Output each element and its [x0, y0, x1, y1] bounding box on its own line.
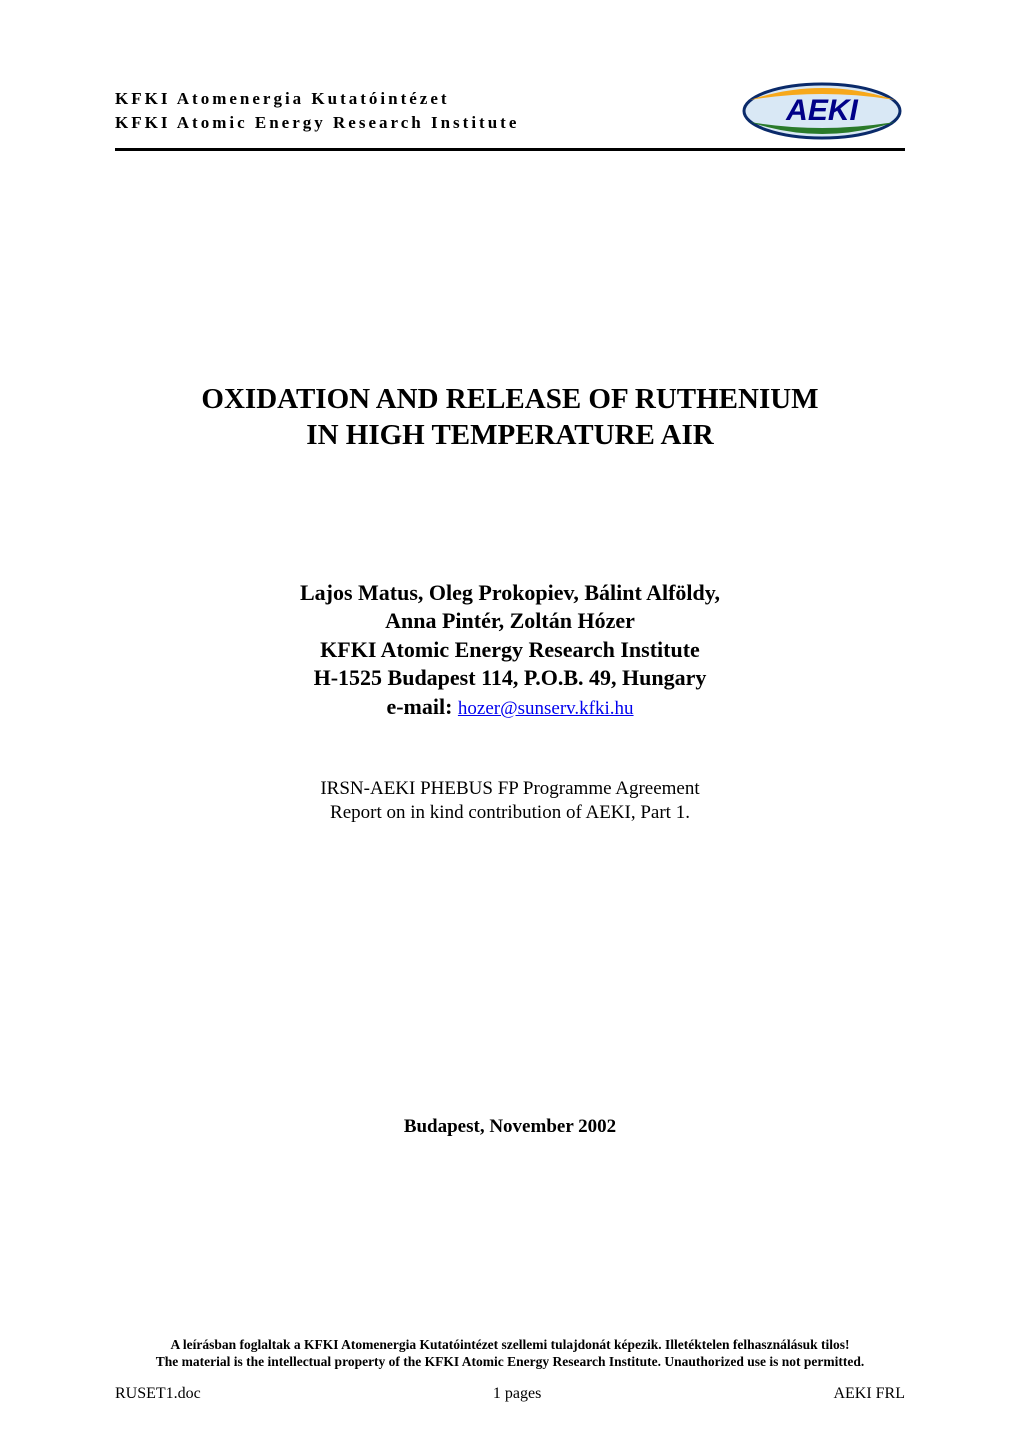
logo-text: AEKI — [785, 94, 858, 127]
authors-block: Lajos Matus, Oleg Prokopiev, Bálint Alfö… — [115, 579, 905, 722]
email-link[interactable]: hozer@sunserv.kfki.hu — [458, 698, 634, 719]
header-row: KFKI Atomenergia Kutatóintézet KFKI Atom… — [115, 80, 905, 142]
address: H-1525 Budapest 114, P.O.B. 49, Hungary — [115, 664, 905, 693]
location-date: Budapest, November 2002 — [115, 1116, 905, 1138]
document-title: OXIDATION AND RELEASE OF RUTHENIUM IN HI… — [115, 381, 905, 454]
header-line-2: KFKI Atomic Energy Research Institute — [115, 111, 519, 135]
email-line: e-mail: hozer@sunserv.kfki.hu — [115, 693, 905, 722]
header-rule — [115, 148, 905, 151]
footer-center: 1 pages — [493, 1385, 541, 1403]
page-container: KFKI Atomenergia Kutatóintézet KFKI Atom… — [0, 0, 1020, 1443]
agreement-block: IRSN-AEKI PHEBUS FP Programme Agreement … — [115, 777, 905, 826]
agreement-line-2: Report on in kind contribution of AEKI, … — [115, 801, 905, 826]
disclaimer: A leírásban foglaltak a KFKI Atomenergia… — [115, 1336, 905, 1371]
aeki-logo-icon: AEKI — [740, 80, 905, 142]
agreement-line-1: IRSN-AEKI PHEBUS FP Programme Agreement — [115, 777, 905, 802]
email-label: e-mail: — [386, 694, 452, 719]
affiliation: KFKI Atomic Energy Research Institute — [115, 636, 905, 665]
header-line-1: KFKI Atomenergia Kutatóintézet — [115, 87, 519, 111]
header-institution: KFKI Atomenergia Kutatóintézet KFKI Atom… — [115, 87, 519, 135]
title-line-1: OXIDATION AND RELEASE OF RUTHENIUM — [201, 383, 818, 415]
aeki-logo: AEKI — [740, 80, 905, 142]
title-line-2: IN HIGH TEMPERATURE AIR — [306, 419, 713, 451]
footer-right: AEKI FRL — [833, 1385, 905, 1403]
footer-left: RUSET1.doc — [115, 1385, 201, 1403]
footer: RUSET1.doc 1 pages AEKI FRL — [115, 1385, 905, 1403]
disclaimer-line-1: A leírásban foglaltak a KFKI Atomenergia… — [115, 1336, 905, 1354]
authors-line-1: Lajos Matus, Oleg Prokopiev, Bálint Alfö… — [115, 579, 905, 608]
authors-line-2: Anna Pintér, Zoltán Hózer — [115, 607, 905, 636]
disclaimer-line-2: The material is the intellectual propert… — [115, 1353, 905, 1371]
